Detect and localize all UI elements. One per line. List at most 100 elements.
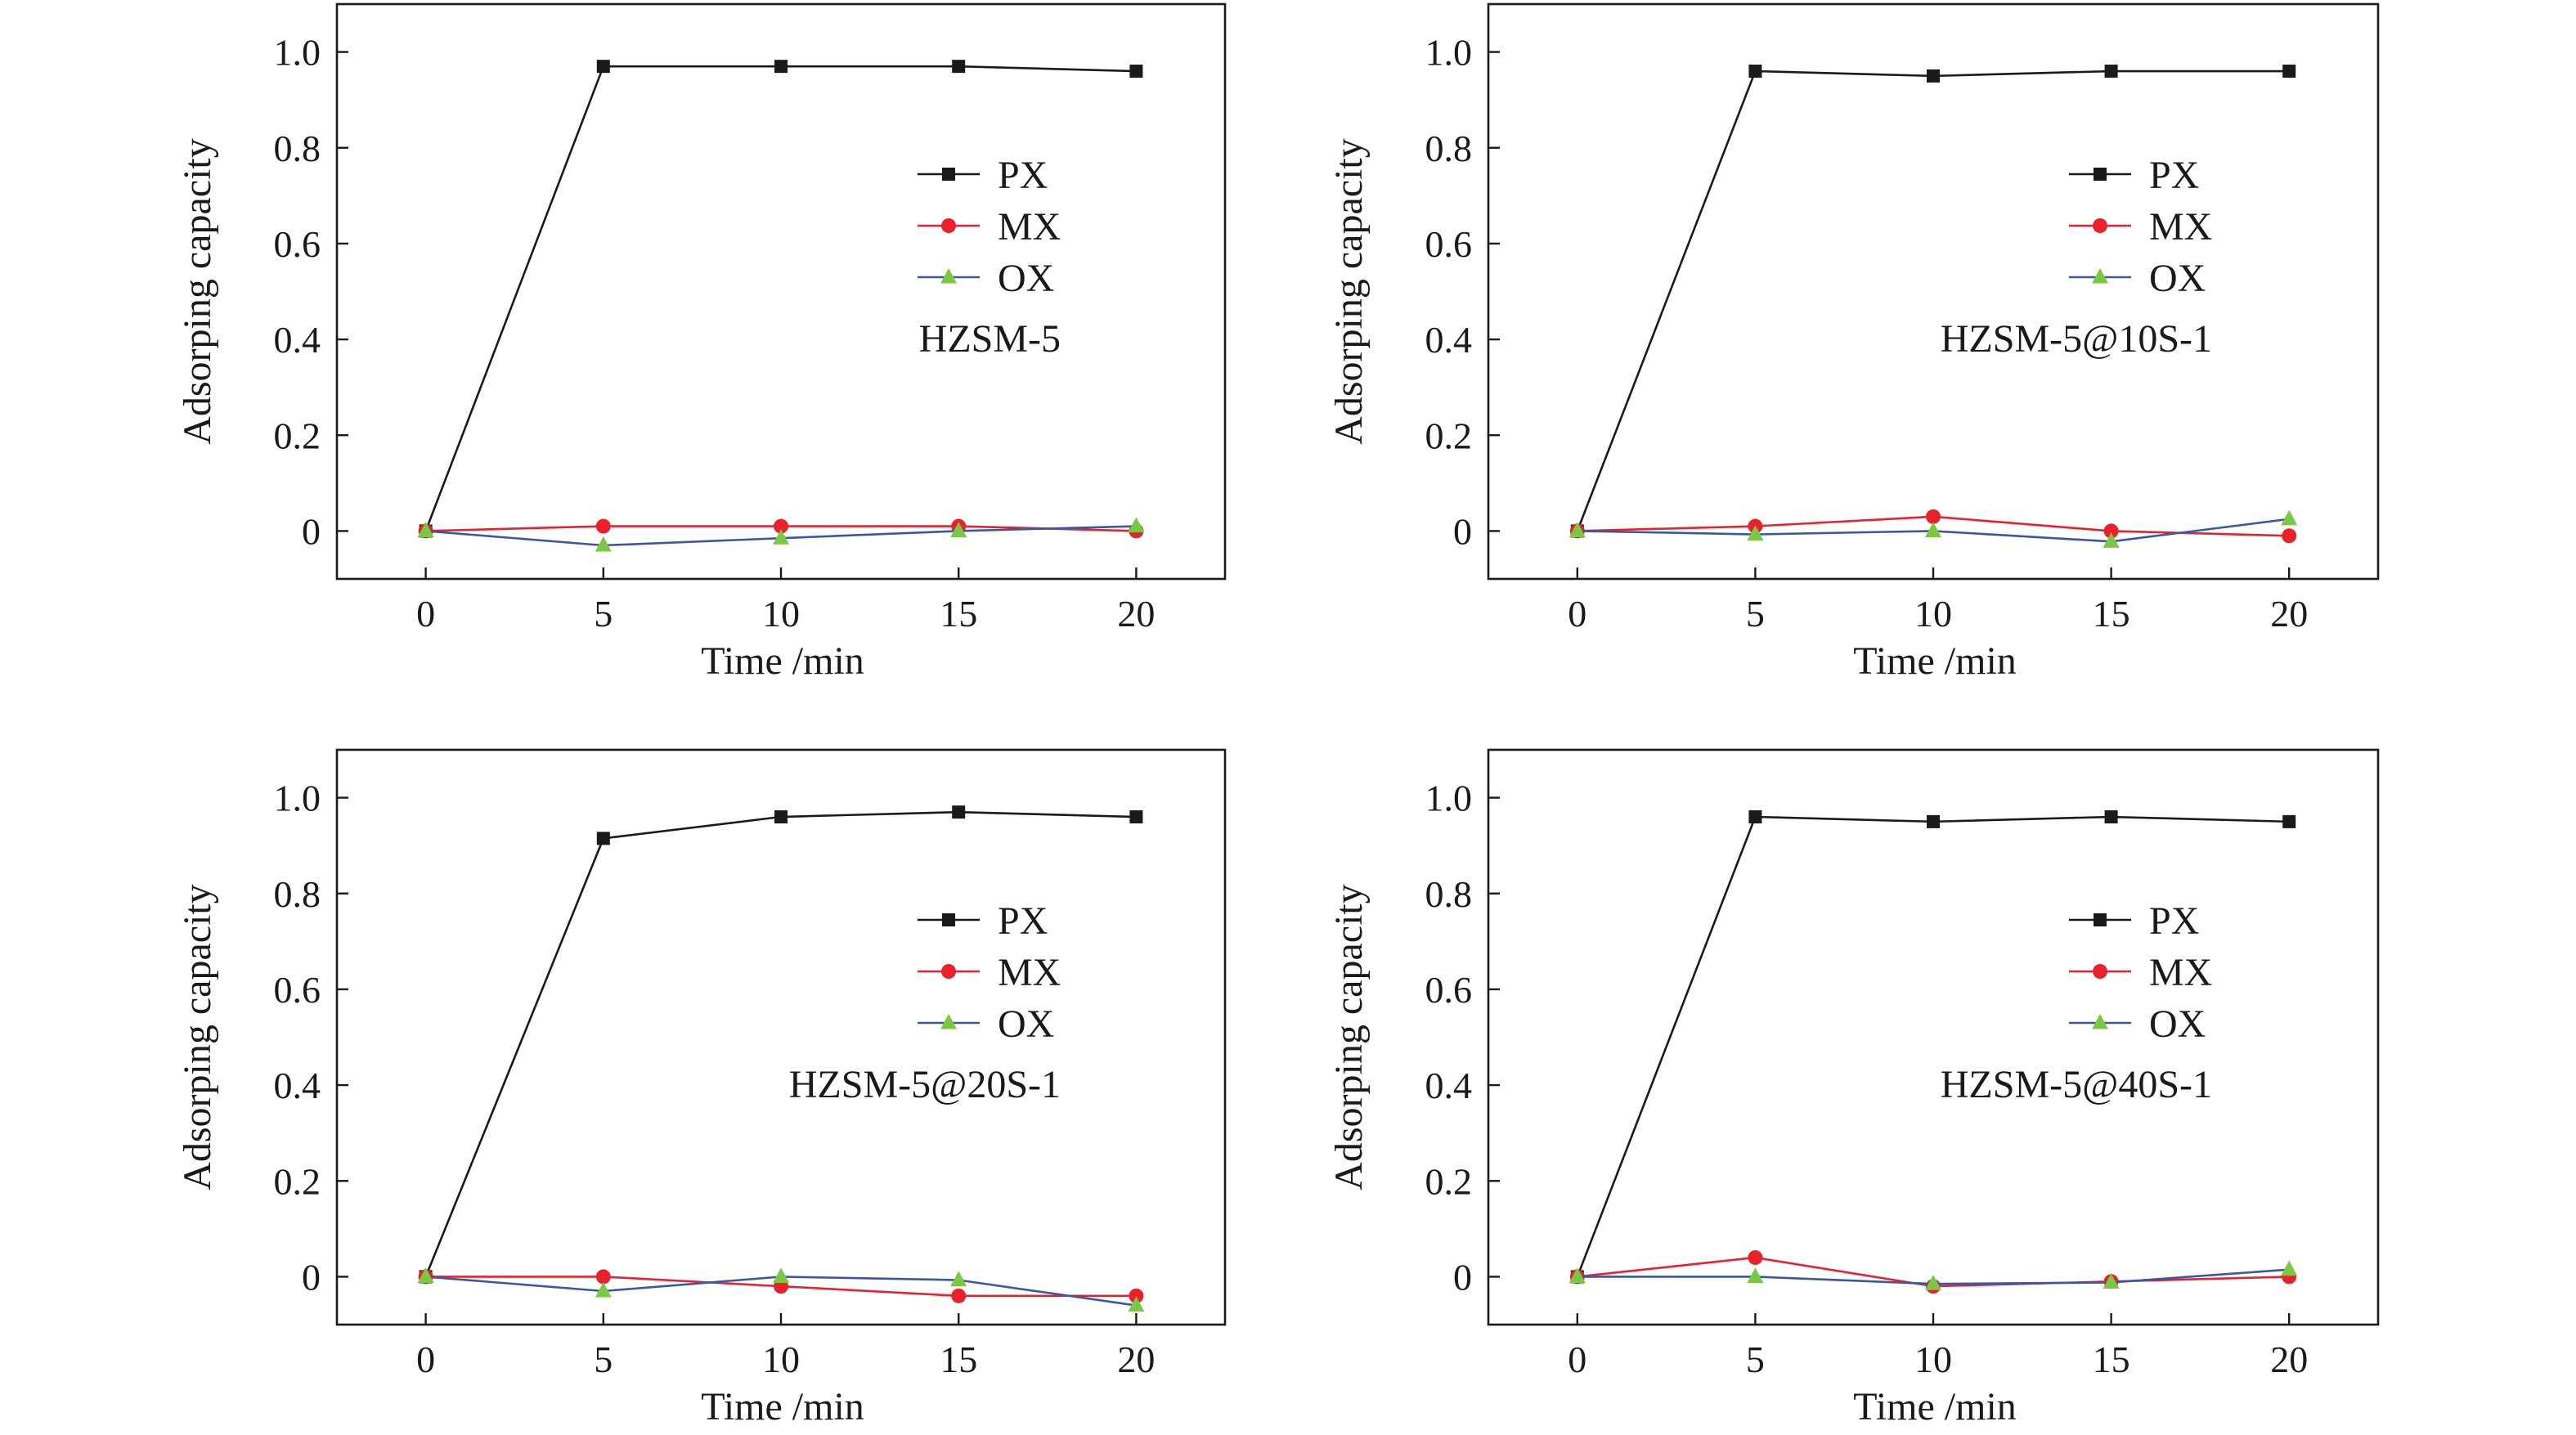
legend-marker-px xyxy=(942,913,955,926)
legend-label-ox: OX xyxy=(998,1002,1054,1046)
y-tick-label: 0.2 xyxy=(274,415,321,456)
x-tick-label: 5 xyxy=(1746,1339,1765,1380)
data-point-px xyxy=(952,60,966,74)
x-tick-label: 10 xyxy=(1914,593,1952,635)
chart-panel-1: 0 5 10 15 20 0 0.2 0.4 0.6 0.8 1.0 Time /min Adsorpi… xyxy=(176,2,1227,683)
plot-frame xyxy=(335,748,1227,1326)
legend-label-px: PX xyxy=(998,899,1048,943)
y-tick-label: 1.0 xyxy=(274,778,321,819)
y-axis-label: Adsorping capacity xyxy=(1327,884,1371,1191)
x-tick-label: 10 xyxy=(1914,1339,1952,1380)
legend-marker-px xyxy=(942,168,955,181)
y-tick-label: 0.6 xyxy=(1425,969,1473,1011)
sample-annotation: HZSM-5@40S-1 xyxy=(1941,1063,2212,1106)
legend-marker-mx xyxy=(941,964,956,979)
data-point-mx xyxy=(2103,523,2119,539)
y-tick-label: 0 xyxy=(302,510,321,552)
y-tick-label: 0.4 xyxy=(274,1065,321,1106)
data-point-ox xyxy=(2281,1260,2298,1276)
plot-frame xyxy=(335,2,1227,581)
legend-label-mx: MX xyxy=(998,205,1061,249)
data-point-mx xyxy=(1129,1288,1144,1303)
data-point-ox xyxy=(773,529,789,545)
data-point-px xyxy=(1129,65,1143,78)
data-point-ox xyxy=(2281,509,2298,526)
x-tick-label: 15 xyxy=(940,1339,977,1380)
y-tick-label: 0.2 xyxy=(274,1160,321,1202)
y-tick-label: 0.8 xyxy=(1425,128,1473,169)
x-axis-label: Time /min xyxy=(701,639,864,683)
x-axis-label: Time /min xyxy=(701,1385,864,1428)
plot-frame xyxy=(1487,748,2380,1326)
data-point-px xyxy=(2282,814,2296,828)
data-point-mx xyxy=(1926,509,1941,524)
data-point-ox xyxy=(2103,532,2120,548)
x-tick-label: 5 xyxy=(1746,593,1765,635)
data-point-mx xyxy=(2282,528,2297,544)
data-point-px xyxy=(596,60,610,74)
data-point-px xyxy=(1927,69,1940,83)
y-axis-label: Adsorping capacity xyxy=(176,138,219,445)
series-line-px xyxy=(1576,815,2290,1277)
y-tick-label: 0.8 xyxy=(274,873,321,915)
legend-label-px: PX xyxy=(2149,154,2199,197)
chart-panel-2: 0 5 10 15 20 0 0.2 0.4 0.6 0.8 1.0 Time /min Adsorpi… xyxy=(1327,2,2380,683)
legend-marker-ox xyxy=(2092,267,2108,284)
y-axis-label: Adsorping capacity xyxy=(176,884,219,1191)
x-tick-label: 10 xyxy=(762,1339,800,1380)
data-point-ox xyxy=(1568,522,1586,537)
legend-label-px: PX xyxy=(2149,899,2199,943)
x-tick-label: 20 xyxy=(1117,593,1155,635)
y-tick-label: 1.0 xyxy=(1425,32,1473,74)
legend-marker-ox xyxy=(2092,1013,2108,1029)
data-point-ox xyxy=(1128,517,1145,533)
legend-marker-mx xyxy=(2093,964,2107,979)
x-tick-label: 0 xyxy=(1568,1339,1586,1380)
data-point-px xyxy=(2104,810,2118,824)
x-tick-label: 5 xyxy=(594,593,613,635)
data-point-ox xyxy=(1747,525,1764,541)
y-tick-label: 0.4 xyxy=(1425,1065,1473,1106)
data-point-px xyxy=(2282,65,2296,78)
legend-marker-ox xyxy=(940,267,957,284)
data-point-ox xyxy=(1925,522,1941,537)
y-tick-label: 0 xyxy=(302,1256,321,1298)
data-point-mx xyxy=(1748,1249,1763,1265)
x-tick-label: 5 xyxy=(594,1339,613,1380)
data-point-ox xyxy=(417,522,434,537)
legend-marker-mx xyxy=(2093,218,2107,233)
data-point-ox xyxy=(595,1281,612,1298)
data-point-ox xyxy=(1747,1267,1764,1283)
data-point-px xyxy=(774,810,788,824)
x-axis-label: Time /min xyxy=(1853,1385,2017,1428)
sample-annotation: HZSM-5@10S-1 xyxy=(1941,317,2212,361)
y-tick-label: 0.8 xyxy=(274,128,321,169)
y-tick-label: 1.0 xyxy=(1425,778,1473,819)
plot-frame xyxy=(1487,2,2380,581)
legend-label-ox: OX xyxy=(2149,1002,2206,1046)
legend-marker-ox xyxy=(940,1013,957,1029)
y-tick-label: 0.8 xyxy=(1425,873,1473,915)
x-tick-label: 10 xyxy=(762,593,800,635)
data-point-ox xyxy=(595,536,612,552)
x-tick-label: 20 xyxy=(2270,593,2308,635)
data-point-ox xyxy=(1128,1296,1145,1312)
legend-label-mx: MX xyxy=(998,951,1061,994)
data-point-px xyxy=(774,60,788,74)
data-point-ox xyxy=(950,1271,967,1287)
data-point-mx xyxy=(595,1269,611,1285)
y-tick-label: 0 xyxy=(1453,510,1472,552)
data-point-mx xyxy=(774,518,788,534)
data-point-px xyxy=(2104,65,2118,78)
legend-label-ox: OX xyxy=(998,257,1054,300)
x-tick-label: 0 xyxy=(416,593,435,635)
data-point-mx xyxy=(595,518,611,534)
data-point-ox xyxy=(2103,1273,2120,1289)
data-point-ox xyxy=(773,1267,789,1283)
y-tick-label: 0.2 xyxy=(1425,1160,1473,1202)
x-axis-label: Time /min xyxy=(1853,639,2017,683)
data-point-px xyxy=(1748,65,1762,78)
data-point-ox xyxy=(1925,1275,1941,1290)
data-point-px xyxy=(1129,810,1143,824)
data-point-ox xyxy=(417,1267,434,1283)
